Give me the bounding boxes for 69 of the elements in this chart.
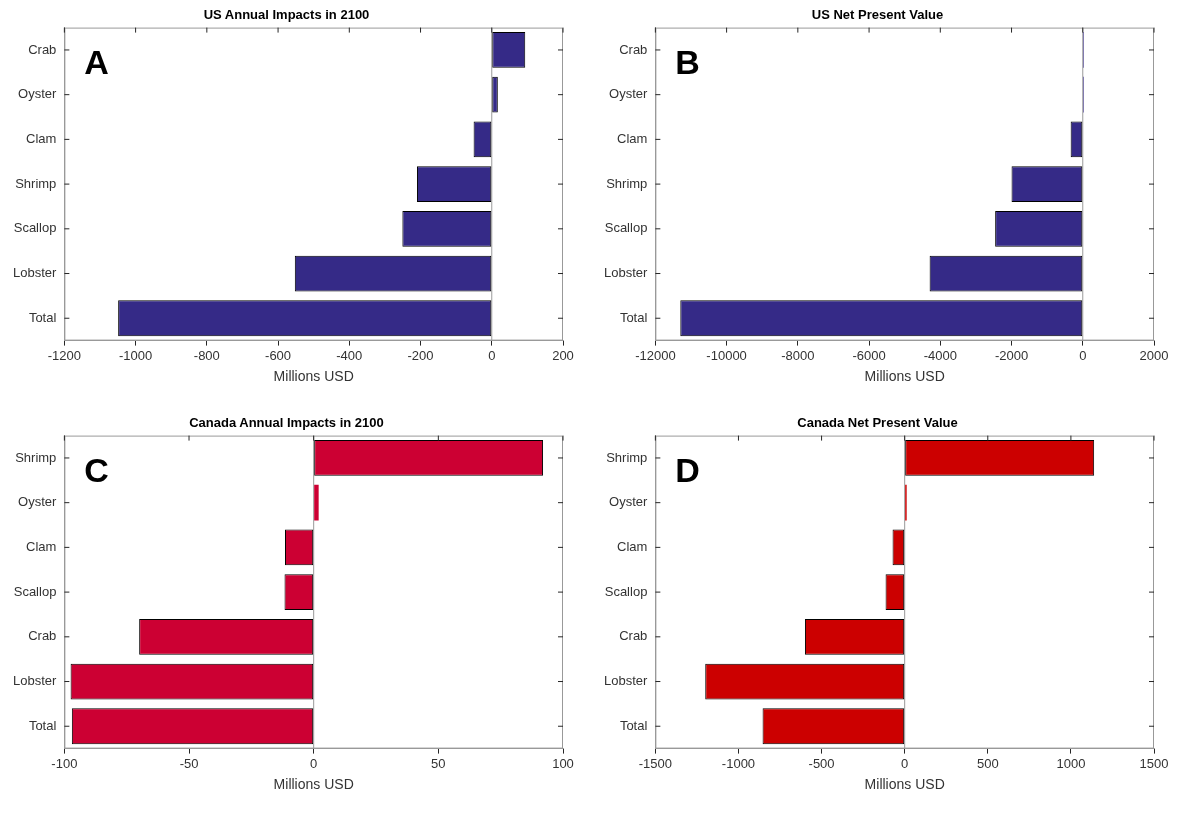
x-tick-label: 200 bbox=[552, 347, 574, 363]
y-tick-label: Oyster bbox=[18, 494, 58, 510]
x-tick-label: 50 bbox=[431, 755, 446, 771]
x-tick-label: -100 bbox=[51, 755, 78, 771]
y-tick-label: Shrimp bbox=[15, 175, 57, 191]
x-tick-label: -4000 bbox=[923, 347, 957, 363]
x-tick-label: 100 bbox=[552, 755, 574, 771]
y-tick-label: Lobster bbox=[603, 673, 649, 689]
x-tick-label: 0 bbox=[488, 347, 496, 363]
x-tick-label: -6000 bbox=[852, 347, 886, 363]
y-tick-label: Scallop bbox=[604, 583, 648, 599]
y-tick-label: Clam bbox=[617, 130, 648, 146]
y-tick-label: Crab bbox=[28, 628, 57, 644]
y-tick-label: Total bbox=[619, 309, 648, 325]
x-tick-label: -2000 bbox=[994, 347, 1029, 363]
y-tick-label: Lobster bbox=[12, 265, 58, 281]
x-tick-label: -500 bbox=[808, 755, 835, 771]
annotation: C bbox=[84, 450, 109, 489]
x-tick-label: -50 bbox=[179, 755, 199, 771]
y-tick-label: Clam bbox=[26, 538, 57, 554]
x-tick-label: 500 bbox=[976, 755, 999, 771]
y-tick-label: Crab bbox=[619, 41, 648, 57]
x-tick-label: 0 bbox=[1079, 347, 1087, 363]
annotation: D bbox=[675, 450, 700, 489]
y-tick-label: Lobster bbox=[12, 673, 58, 689]
y-tick-label: Shrimp bbox=[606, 449, 648, 465]
x-tick-label: -1200 bbox=[47, 347, 81, 363]
x-tick-label: -10000 bbox=[706, 347, 747, 363]
annotation: A bbox=[84, 42, 109, 81]
x-tick-label: 2000 bbox=[1139, 347, 1169, 363]
x-tick-label: -600 bbox=[265, 347, 292, 363]
x-tick-label: -8000 bbox=[781, 347, 815, 363]
x-tick-label: -1000 bbox=[721, 755, 756, 771]
y-tick-label: Scallop bbox=[13, 583, 57, 599]
chart-title: US Net Present Value bbox=[811, 7, 944, 23]
y-tick-label: Lobster bbox=[603, 265, 649, 281]
x-tick-label: -800 bbox=[193, 347, 220, 363]
y-tick-label: Crab bbox=[619, 628, 648, 644]
y-tick-label: Crab bbox=[28, 41, 57, 57]
chart-title: Canada Annual Impacts in 2100 bbox=[189, 415, 384, 431]
x-tick-label: -1500 bbox=[638, 755, 672, 771]
y-tick-label: Clam bbox=[617, 538, 648, 554]
y-tick-label: Scallop bbox=[13, 220, 57, 236]
chart-title: Canada Net Present Value bbox=[797, 415, 958, 431]
y-tick-label: Clam bbox=[26, 130, 57, 146]
x-tick-label: 0 bbox=[310, 755, 318, 771]
y-tick-label: Total bbox=[619, 717, 648, 733]
annotation: B bbox=[675, 42, 700, 81]
y-tick-label: Shrimp bbox=[606, 175, 648, 191]
x-tick-label: 0 bbox=[901, 755, 909, 771]
x-tick-label: 1500 bbox=[1139, 755, 1169, 771]
bar bbox=[314, 484, 319, 521]
y-tick-label: Oyster bbox=[18, 86, 58, 102]
x-tick-label: -1000 bbox=[118, 347, 153, 363]
y-tick-label: Oyster bbox=[609, 494, 649, 510]
x-axis-title: Millions USD bbox=[273, 776, 354, 793]
x-axis-title: Millions USD bbox=[864, 368, 945, 385]
x-axis-title: Millions USD bbox=[864, 776, 945, 793]
x-tick-label: -12000 bbox=[635, 347, 676, 363]
y-tick-label: Total bbox=[28, 309, 57, 325]
chart-title: US Annual Impacts in 2100 bbox=[203, 7, 370, 23]
y-tick-label: Oyster bbox=[609, 86, 649, 102]
x-tick-label: -200 bbox=[407, 347, 434, 363]
x-axis-title: Millions USD bbox=[273, 368, 354, 385]
y-tick-label: Total bbox=[28, 717, 57, 733]
x-tick-label: 1000 bbox=[1056, 755, 1086, 771]
x-tick-label: -400 bbox=[336, 347, 363, 363]
y-tick-label: Scallop bbox=[604, 220, 648, 236]
y-tick-label: Shrimp bbox=[15, 449, 57, 465]
